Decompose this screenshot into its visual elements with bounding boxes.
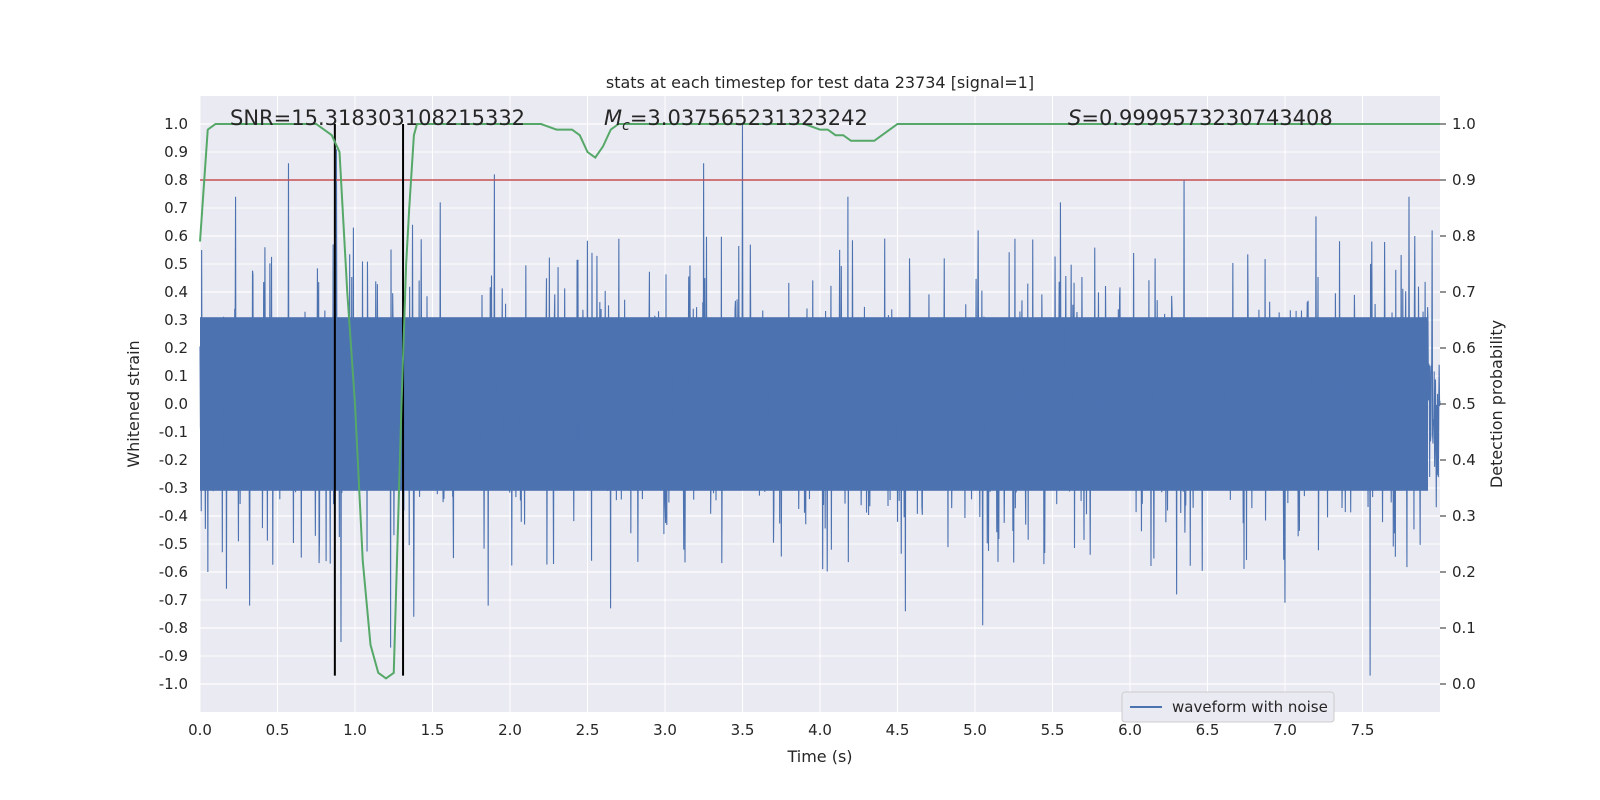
y-left-tick-label: 0.1 bbox=[164, 367, 188, 385]
legend: waveform with noise bbox=[1121, 691, 1335, 723]
y-right-tick-label: 0.5 bbox=[1452, 395, 1476, 413]
y-left-tick-label: -0.3 bbox=[159, 479, 188, 497]
y-right-tick-label: 0.7 bbox=[1452, 283, 1476, 301]
waveform-line bbox=[199, 123, 1441, 676]
x-tick-label: 2.5 bbox=[576, 721, 600, 739]
x-tick-label: 3.5 bbox=[731, 721, 755, 739]
y-right-tick-label: 0.9 bbox=[1452, 171, 1476, 189]
y-left-tick-label: 0.0 bbox=[164, 395, 188, 413]
x-tick-label: 1.5 bbox=[421, 721, 445, 739]
y-left-tick-label: 0.8 bbox=[164, 171, 188, 189]
legend-waveform-label: waveform with noise bbox=[1172, 698, 1328, 716]
y-left-tick-label: 0.4 bbox=[164, 283, 188, 301]
x-tick-label: 6.0 bbox=[1118, 721, 1142, 739]
x-tick-label: 4.5 bbox=[886, 721, 910, 739]
y-right-tick-label: 0.8 bbox=[1452, 227, 1476, 245]
overlay bbox=[199, 123, 1440, 680]
x-tick-label: 7.5 bbox=[1351, 721, 1375, 739]
y-left-tick-label: -0.5 bbox=[159, 535, 188, 553]
x-axis-label: Time (s) bbox=[786, 747, 852, 766]
waveform-series bbox=[199, 123, 1441, 676]
y-right-tick-label: 1.0 bbox=[1452, 115, 1476, 133]
x-tick-label: 3.0 bbox=[653, 721, 677, 739]
y-right-tick-label: 0.0 bbox=[1452, 675, 1476, 693]
y-left-tick-label: -0.7 bbox=[159, 591, 188, 609]
y-axis-label-right: Detection probability bbox=[1487, 320, 1506, 488]
y-right-tick-label: 0.6 bbox=[1452, 339, 1476, 357]
y-left-tick-label: -0.2 bbox=[159, 451, 188, 469]
chirp-mass-subscript: c bbox=[622, 118, 630, 134]
y-right-tick-label: 0.3 bbox=[1452, 507, 1476, 525]
x-tick-label: 7.0 bbox=[1273, 721, 1297, 739]
legend-box bbox=[1121, 691, 1335, 723]
y-left-tick-label: -1.0 bbox=[159, 675, 188, 693]
y-axis-label-left: Whitened strain bbox=[124, 340, 143, 467]
y-left-tick-label: 0.5 bbox=[164, 255, 188, 273]
y-right-tick-label: 0.4 bbox=[1452, 451, 1476, 469]
x-tick-label: 6.5 bbox=[1196, 721, 1220, 739]
x-tick-label: 4.0 bbox=[808, 721, 832, 739]
y-left-tick-label: 0.7 bbox=[164, 199, 188, 217]
x-tick-label: 0.5 bbox=[266, 721, 290, 739]
detection-probability-line bbox=[199, 123, 1440, 680]
x-tick-label: 1.0 bbox=[343, 721, 367, 739]
y-left-tick-label: -0.6 bbox=[159, 563, 188, 581]
y-left-tick-label: -0.1 bbox=[159, 423, 188, 441]
snr-annotation: SNR=15.318303108215332 bbox=[230, 106, 525, 130]
y-left-tick-label: 0.6 bbox=[164, 227, 188, 245]
y-left-tick-label: 0.2 bbox=[164, 339, 188, 357]
y-left-tick-label: 1.0 bbox=[164, 115, 188, 133]
x-tick-label: 2.0 bbox=[498, 721, 522, 739]
y-left-tick-label: 0.3 bbox=[164, 311, 188, 329]
y-right-tick-label: 0.1 bbox=[1452, 619, 1476, 637]
score-annotation: S=0.9999573230743408 bbox=[1068, 106, 1333, 130]
y-left-tick-label: -0.8 bbox=[159, 619, 188, 637]
y-left-tick-label: -0.9 bbox=[159, 647, 188, 665]
y-right-tick-label: 0.2 bbox=[1452, 563, 1476, 581]
y-left-tick-label: 0.9 bbox=[164, 143, 188, 161]
x-tick-label: 5.5 bbox=[1041, 721, 1065, 739]
x-tick-label: 5.0 bbox=[963, 721, 987, 739]
chirp-mass-symbol: M bbox=[604, 106, 622, 130]
x-tick-label: 0.0 bbox=[188, 721, 212, 739]
chart-title: stats at each timestep for test data 237… bbox=[606, 73, 1034, 92]
score-value: =0.9999573230743408 bbox=[1081, 106, 1332, 130]
chirp-mass-value: =3.037565231323242 bbox=[630, 106, 868, 130]
score-symbol: S bbox=[1068, 106, 1081, 130]
y-left-tick-label: -0.4 bbox=[159, 507, 188, 525]
ticks: 0.0 0.5 1.0 1.5 2.0 2.5 3.0 3.5 4.0 4.5 5.0 5.5 6.0 6… bbox=[159, 115, 1476, 739]
chirp-mass-annotation: Mc=3.037565231323242 bbox=[604, 106, 868, 134]
